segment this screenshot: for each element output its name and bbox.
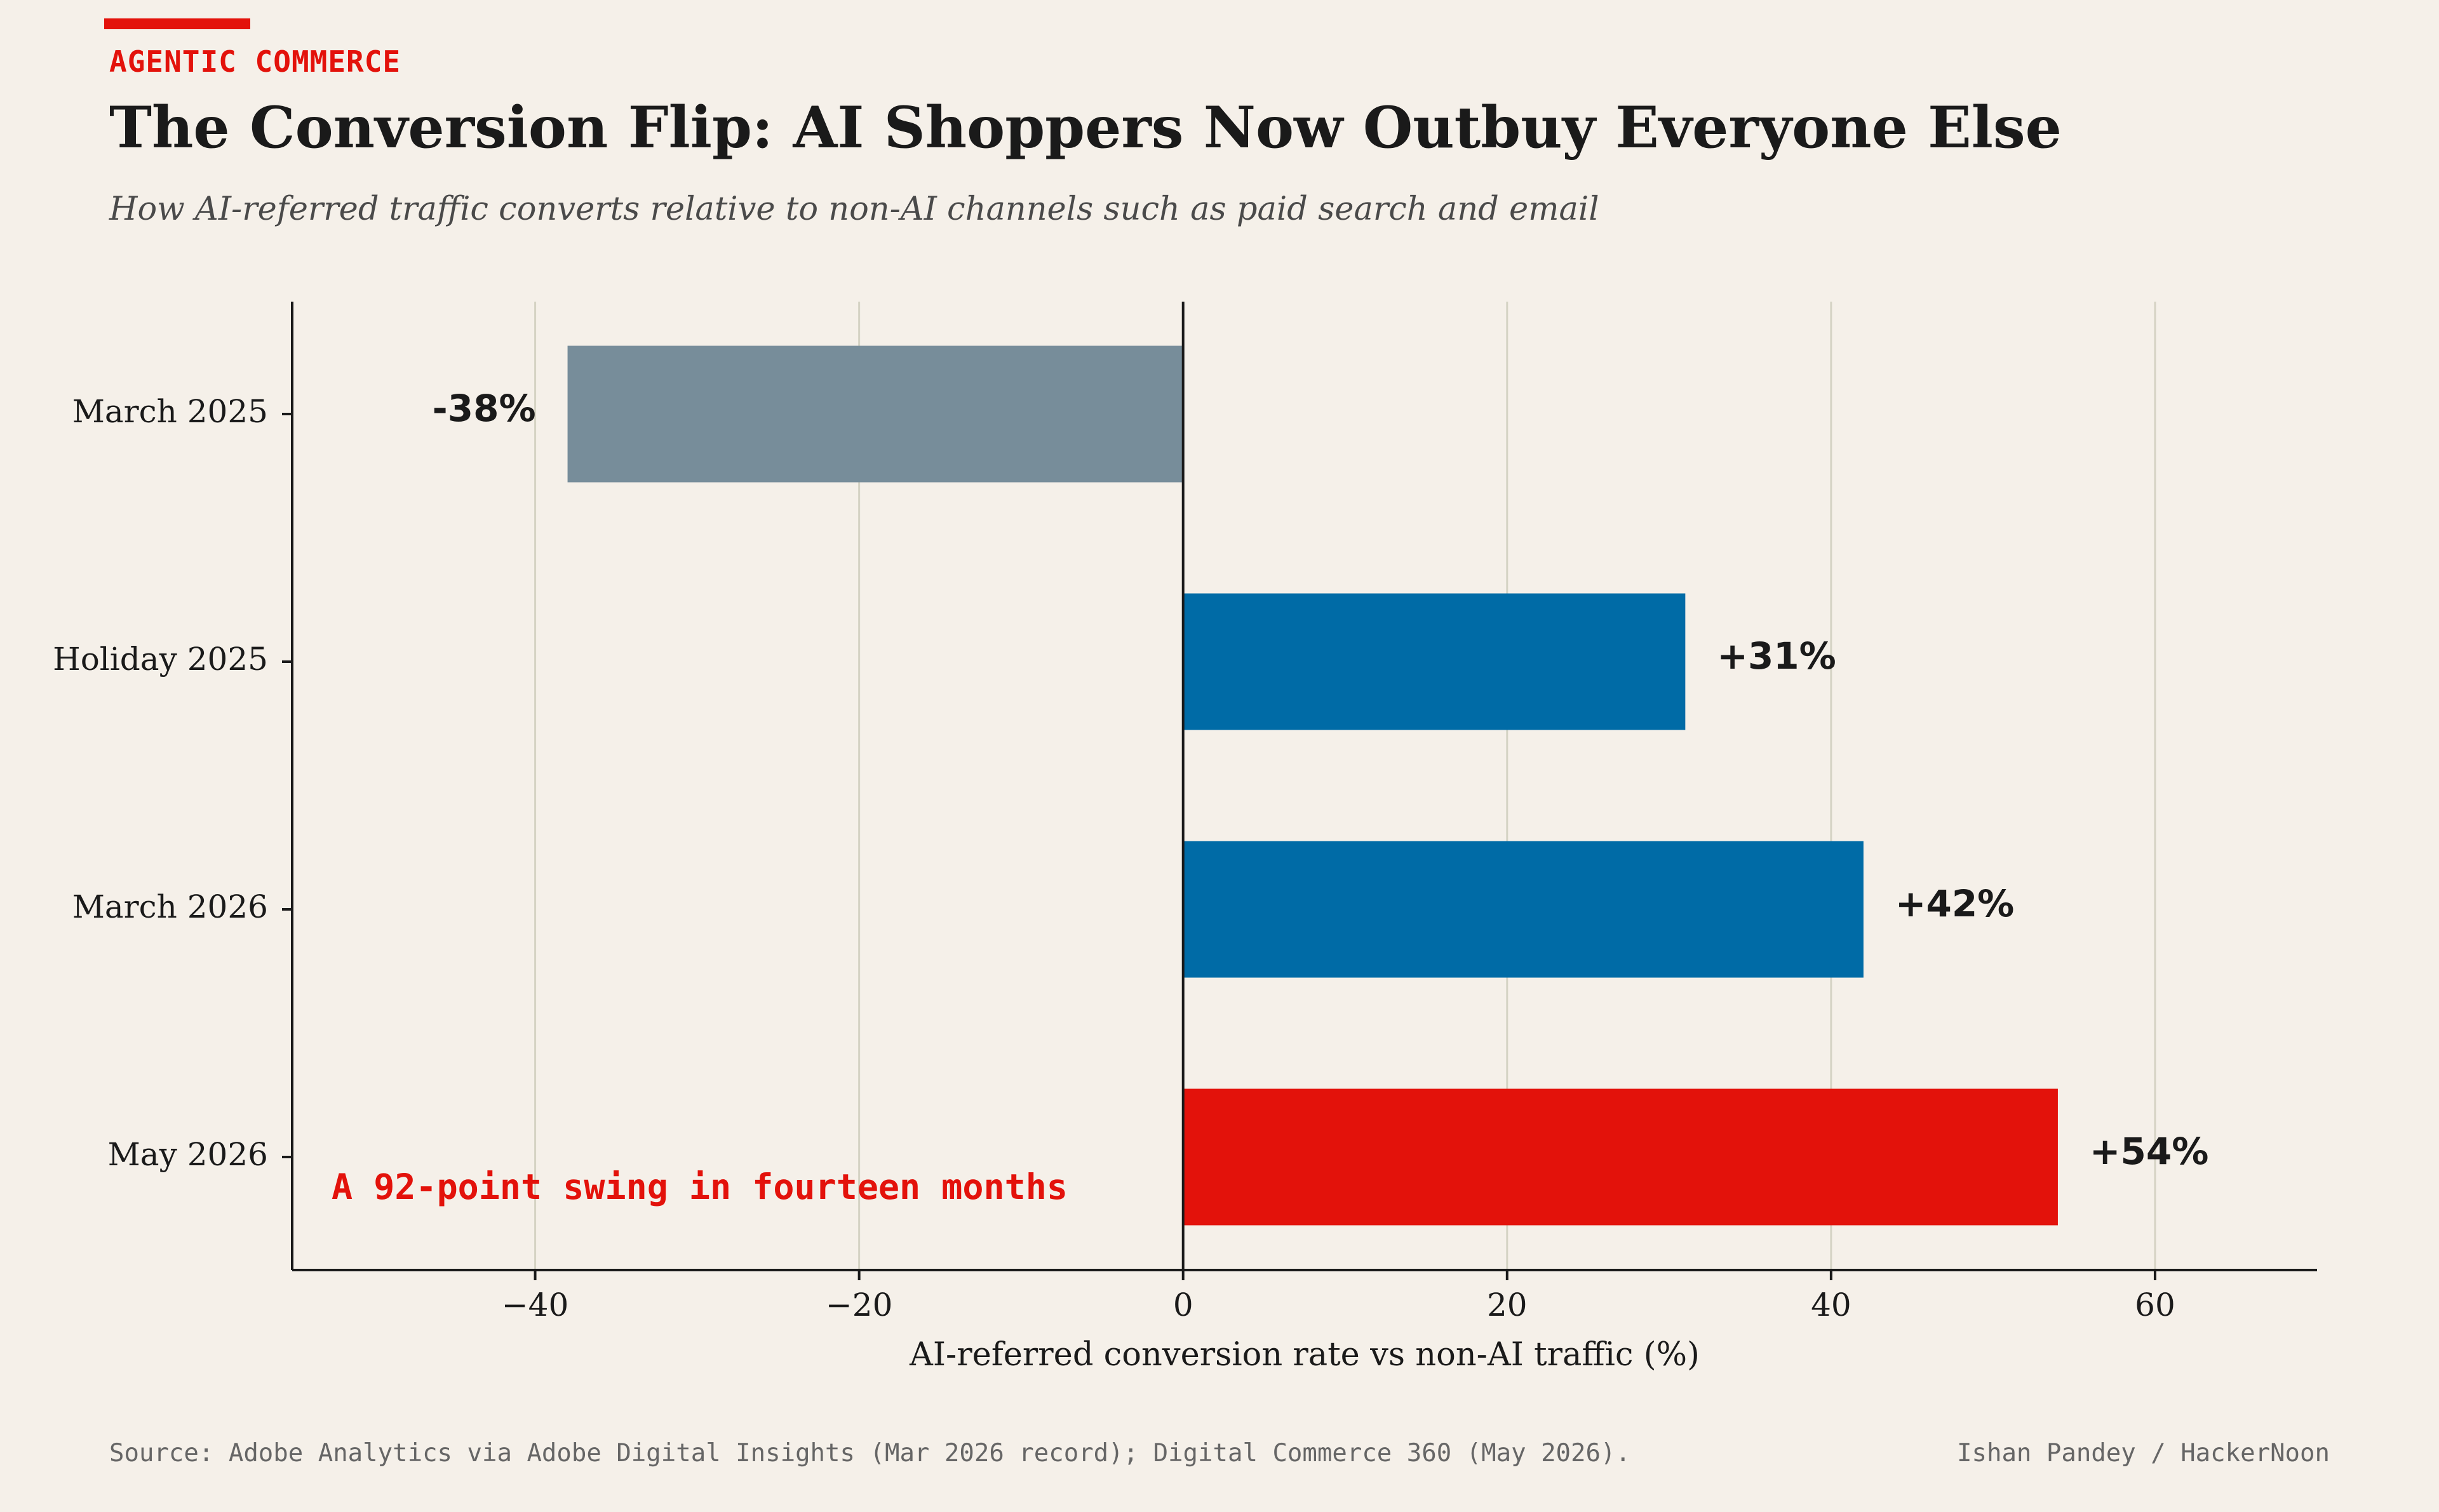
byline: Ishan Pandey / HackerNoon — [1957, 1439, 2330, 1468]
bar-march-2025 — [567, 345, 1183, 483]
x-tick-label: −40 — [502, 1287, 569, 1323]
x-tick-label: 60 — [2135, 1287, 2175, 1323]
source-note: Source: Adobe Analytics via Adobe Digita… — [109, 1439, 1630, 1468]
category-label: March 2025 — [72, 393, 268, 430]
x-tick-label: 20 — [1487, 1287, 1528, 1323]
chart-subtitle: How AI-referred traffic converts relativ… — [109, 191, 1599, 228]
chart-title: The Conversion Flip: AI Shoppers Now Out… — [109, 94, 2062, 161]
value-label: +31% — [1717, 634, 1836, 678]
bar-may-2026 — [1183, 1088, 2058, 1226]
x-tick-label: 0 — [1173, 1287, 1193, 1323]
bar-holiday-2025 — [1183, 593, 1686, 730]
x-axis-label: AI-referred conversion rate vs non-AI tr… — [909, 1336, 1700, 1374]
bar-march-2026 — [1183, 841, 1864, 978]
category-label: May 2026 — [108, 1136, 268, 1173]
value-label: +54% — [2090, 1130, 2208, 1173]
kicker-label: AGENTIC COMMERCE — [109, 44, 401, 79]
category-label: Holiday 2025 — [53, 641, 268, 678]
x-tick-label: 40 — [1811, 1287, 1851, 1323]
x-tick-label: −20 — [826, 1287, 893, 1323]
accent-bar — [104, 18, 250, 29]
value-label: +42% — [1895, 882, 2014, 925]
annotation: A 92-point swing in fourteen months — [332, 1167, 1068, 1207]
category-label: March 2026 — [72, 888, 268, 925]
value-label: -38% — [433, 387, 536, 430]
